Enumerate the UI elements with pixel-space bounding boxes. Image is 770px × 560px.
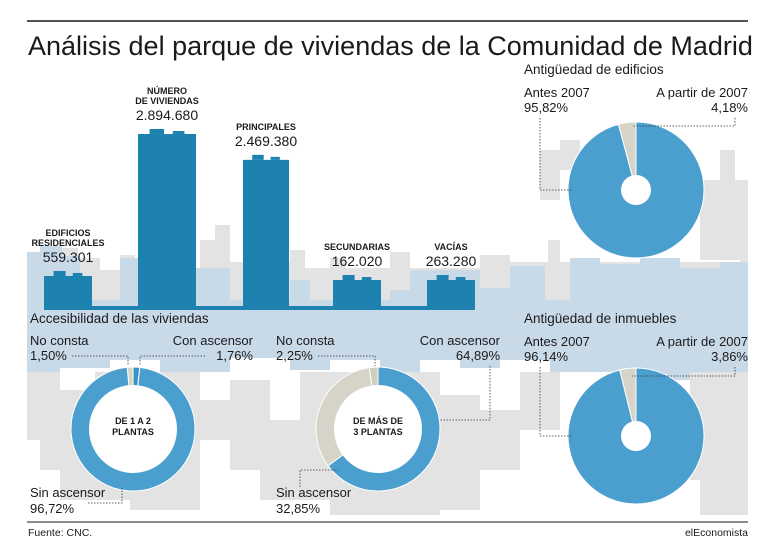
bar-roof-0 bbox=[53, 270, 66, 276]
section-title-accesibilidad: Accesibilidad de las viviendas bbox=[30, 311, 209, 326]
bar-caption-1-0: NÚMERO bbox=[147, 85, 187, 96]
donut-1a2-plantas-hole bbox=[89, 385, 177, 473]
infographic-title: Análisis del parque de viviendas de la C… bbox=[28, 31, 753, 61]
value-antes-2007-edificios: 95,82% bbox=[524, 100, 569, 115]
leader-sin-ascensor-1a2 bbox=[88, 488, 123, 504]
donut-mas3-plantas: DE MÁS DE3 PLANTAS bbox=[315, 366, 441, 492]
bar-caption-4-0: VACÍAS bbox=[434, 242, 467, 252]
bar-0 bbox=[44, 275, 92, 310]
label-desde-2007-edificios: A partir de 2007 bbox=[656, 85, 748, 100]
value-sin-ascensor-1a2: 96,72% bbox=[30, 501, 75, 516]
bar-roof-b-1 bbox=[172, 131, 185, 134]
donut-mas3-plantas-center-label-1: 3 PLANTAS bbox=[353, 427, 402, 437]
donut-mas3-plantas-hole bbox=[334, 385, 422, 473]
leader-antes-2007-edificios bbox=[539, 118, 572, 191]
donut-mas3-plantas-center-label-0: DE MÁS DE bbox=[353, 416, 403, 426]
bar-baseline bbox=[92, 306, 472, 310]
bar-3 bbox=[333, 280, 381, 310]
leader-con-ascensor-mas3 bbox=[440, 366, 491, 421]
bar-roof-b-2 bbox=[270, 156, 280, 160]
leader-antes-2007-inmuebles bbox=[539, 367, 572, 437]
bar-caption-0-0: EDIFICIOS bbox=[45, 228, 90, 238]
label-con-ascensor-1a2: Con ascensor bbox=[173, 333, 254, 348]
label-antes-2007-inmuebles: Antes 2007 bbox=[524, 334, 590, 349]
bar-roof-2 bbox=[252, 154, 264, 160]
bar-roof-3 bbox=[342, 275, 355, 280]
leader-desde-2007-inmuebles bbox=[632, 367, 736, 377]
label-con-ascensor-mas3: Con ascensor bbox=[420, 333, 501, 348]
label-antes-2007-edificios: Antes 2007 bbox=[524, 85, 590, 100]
bar-2 bbox=[243, 159, 289, 310]
bar-roof-b-0 bbox=[72, 272, 83, 276]
label-sin-ascensor-1a2: Sin ascensor bbox=[30, 485, 106, 500]
leader-con-ascensor-1a2 bbox=[139, 355, 205, 366]
value-sin-ascensor-mas3: 32,85% bbox=[276, 501, 321, 516]
skyline-blue-band bbox=[27, 246, 748, 380]
value-no-consta-mas3: 2,25% bbox=[276, 348, 313, 363]
label-sin-ascensor-mas3: Sin ascensor bbox=[276, 485, 352, 500]
donut-edificios bbox=[567, 121, 705, 259]
bar-caption-2-0: PRINCIPALES bbox=[236, 122, 296, 132]
bar-1 bbox=[138, 134, 196, 310]
donut-inmuebles bbox=[567, 367, 705, 505]
bar-caption-0-1: RESIDENCIALES bbox=[31, 238, 104, 248]
value-con-ascensor-1a2: 1,76% bbox=[216, 348, 253, 363]
bar-roof-1 bbox=[149, 129, 165, 134]
label-no-consta-1a2: No consta bbox=[30, 333, 89, 348]
bar-value-label-3: 162.020 bbox=[332, 253, 383, 269]
donut-1a2-plantas-center-label-1: PLANTAS bbox=[112, 427, 154, 437]
leader-no-consta-1a2 bbox=[72, 355, 129, 366]
label-desde-2007-inmuebles: A partir de 2007 bbox=[656, 334, 748, 349]
label-no-consta-mas3: No consta bbox=[276, 333, 335, 348]
footer-source: Fuente: CNC. bbox=[28, 527, 92, 539]
donut-edificios-hole bbox=[621, 175, 651, 205]
leader-no-consta-mas3 bbox=[318, 355, 376, 366]
value-no-consta-1a2: 1,50% bbox=[30, 348, 67, 363]
pie-title-edificios: Antigüedad de edificios bbox=[524, 62, 664, 77]
bar-value-label-1: 2.894.680 bbox=[136, 107, 198, 123]
bar-roof-4 bbox=[436, 275, 449, 280]
donut-inmuebles-hole bbox=[621, 421, 651, 451]
leader-sin-ascensor-mas3 bbox=[299, 469, 338, 487]
donut-1a2-plantas-center-label-0: DE 1 A 2 bbox=[115, 416, 151, 426]
bar-caption-1-1: DE VIVIENDAS bbox=[135, 96, 199, 106]
skyline-grey-lower-right bbox=[690, 372, 748, 515]
bar-caption-3-0: SECUNDARIAS bbox=[324, 242, 390, 252]
bar-roof-b-3 bbox=[361, 277, 372, 280]
bar-value-label-4: 263.280 bbox=[426, 253, 477, 269]
value-desde-2007-edificios: 4,18% bbox=[711, 100, 748, 115]
bar-roof-b-4 bbox=[455, 277, 466, 280]
bar-4 bbox=[427, 280, 475, 310]
bar-value-label-0: 559.301 bbox=[43, 249, 94, 265]
value-con-ascensor-mas3: 64,89% bbox=[456, 348, 501, 363]
footer-brand: elEconomista bbox=[685, 527, 748, 539]
skyline-grey-right bbox=[540, 140, 748, 260]
pie-title-inmuebles: Antigüedad de inmuebles bbox=[524, 311, 677, 326]
value-desde-2007-inmuebles: 3,86% bbox=[711, 349, 748, 364]
value-antes-2007-inmuebles: 96,14% bbox=[524, 349, 569, 364]
bar-value-label-2: 2.469.380 bbox=[235, 133, 297, 149]
